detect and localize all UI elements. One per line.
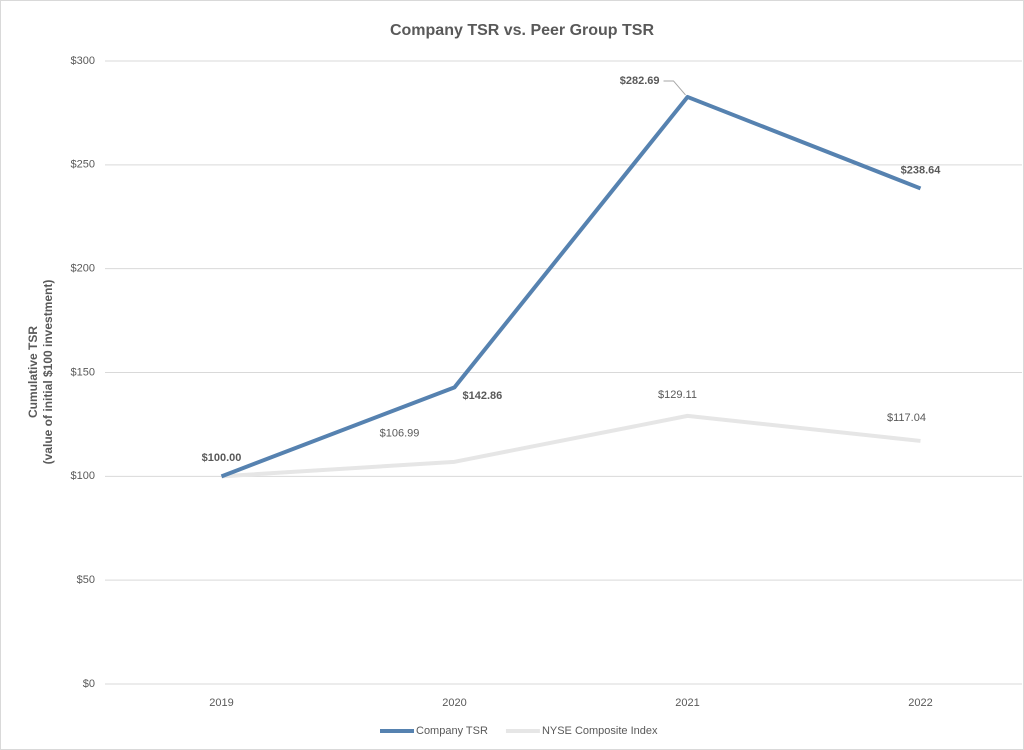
y-axis-title: Cumulative TSR (value of initial $100 in… <box>26 280 55 465</box>
x-tick-label: 2020 <box>442 697 466 709</box>
series-line <box>221 413 921 479</box>
y-tick-label: $150 <box>71 366 95 378</box>
y-axis-title-line: Cumulative TSR <box>26 326 40 418</box>
data-label: $129.11 <box>658 389 697 401</box>
y-tick-label: $250 <box>71 159 95 171</box>
leader-line <box>663 80 686 96</box>
x-tick-label: 2019 <box>209 697 233 709</box>
chart-title: Company TSR vs. Peer Group TSR <box>390 22 655 39</box>
data-label: $117.04 <box>887 412 926 424</box>
legend-label: Company TSR <box>416 725 488 737</box>
data-label: $106.99 <box>380 428 420 440</box>
y-tick-label: $200 <box>71 263 95 275</box>
data-label: $238.64 <box>901 164 942 176</box>
y-tick-label: $50 <box>77 574 95 586</box>
data-label: $142.86 <box>463 390 503 402</box>
x-tick-label: 2022 <box>908 697 932 709</box>
y-axis-title-line: (value of initial $100 investment) <box>41 280 55 465</box>
y-tick-label: $300 <box>71 55 95 67</box>
series-line <box>220 94 922 479</box>
data-label: $282.69 <box>620 75 660 87</box>
y-tick-label: $0 <box>83 678 95 690</box>
legend-label: NYSE Composite Index <box>542 725 658 737</box>
x-tick-label: 2021 <box>675 697 699 709</box>
data-label: $100.00 <box>202 452 242 464</box>
y-tick-label: $100 <box>71 470 95 482</box>
